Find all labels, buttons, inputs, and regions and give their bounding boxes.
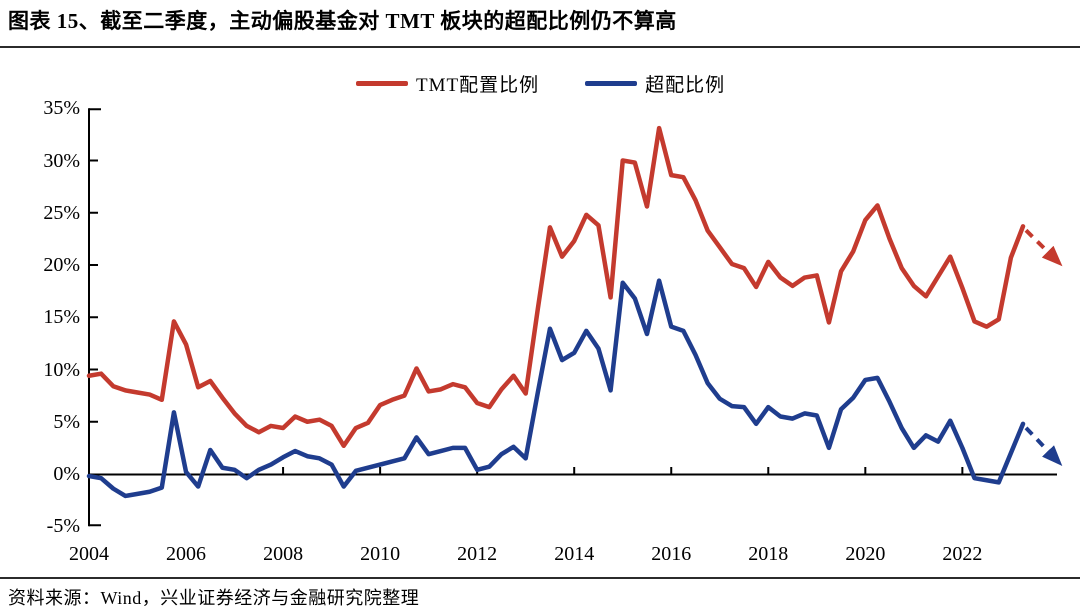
- x-axis-label: 2012: [457, 543, 498, 565]
- y-axis-label: 5%: [53, 410, 80, 433]
- y-axis-label: 20%: [43, 254, 80, 276]
- x-axis-label: 2006: [166, 543, 207, 565]
- legend-label-tmt: TMT配置比例: [416, 75, 540, 96]
- x-axis-label: 2014: [554, 543, 595, 565]
- footer-rule: [0, 577, 1080, 579]
- x-axis-label: 2020: [845, 543, 886, 565]
- y-axis-label: -5%: [46, 515, 80, 538]
- x-axis-label: 2004: [69, 543, 109, 565]
- x-axis-label: 2016: [651, 543, 692, 565]
- legend-item-overweight: 超配比例: [585, 70, 725, 97]
- x-axis-label: 2010: [360, 543, 401, 565]
- y-axis-label: 10%: [43, 358, 80, 381]
- x-axis-label: 2018: [748, 543, 789, 565]
- y-axis-label: 25%: [43, 201, 80, 224]
- y-axis-label: 30%: [43, 149, 80, 172]
- x-axis-label: 2022: [942, 543, 983, 565]
- source-note: 资料来源：Wind，兴业证券经济与金融研究院整理: [8, 588, 420, 608]
- x-axis-label: 2008: [263, 543, 304, 565]
- chart-legend: TMT配置比例 超配比例: [356, 70, 725, 97]
- legend-swatch-red-line: [356, 81, 408, 86]
- legend-item-tmt: TMT配置比例: [356, 70, 539, 97]
- y-axis-label: 0%: [53, 463, 80, 485]
- title-rule: [0, 46, 1080, 48]
- y-axis-label: 15%: [43, 306, 80, 329]
- legend-swatch-blue-line: [585, 81, 638, 86]
- y-axis-label: 35%: [43, 97, 80, 120]
- figure-title: 图表 15、截至二季度，主动偏股基金对 TMT 板块的超配比例仍不算高: [8, 9, 677, 33]
- legend-label-overweight: 超配比例: [645, 75, 726, 96]
